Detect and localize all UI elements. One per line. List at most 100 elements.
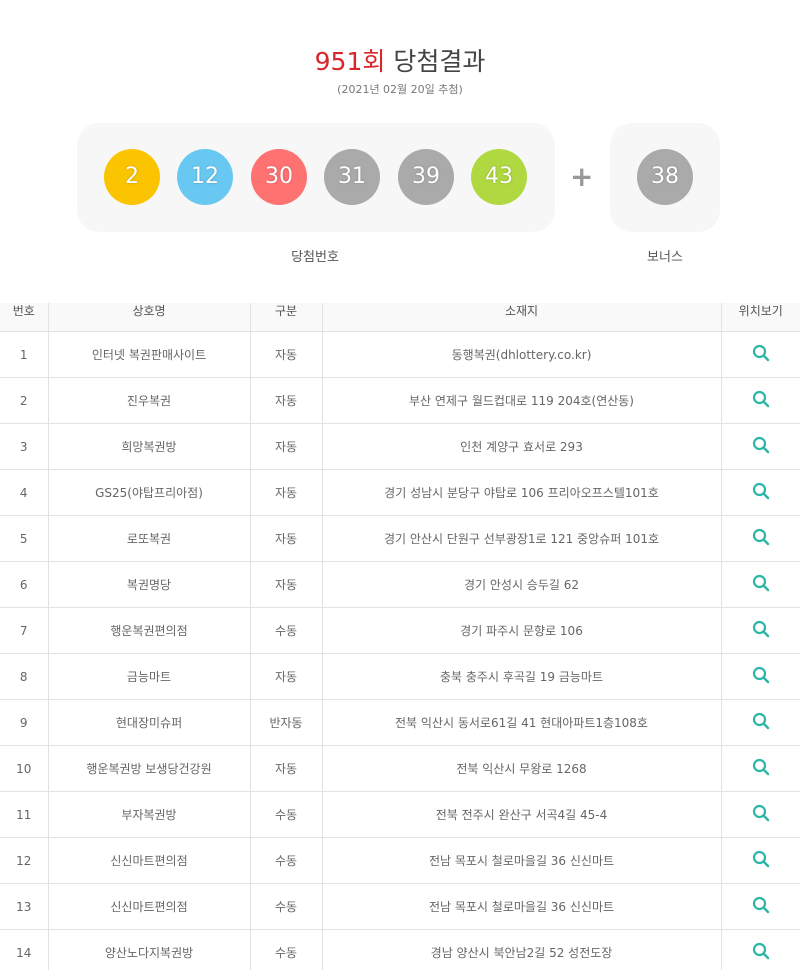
- row-number: 13: [0, 883, 49, 930]
- table-row: 5 로또복권 자동 경기 안산시 단원구 선부광장1로 121 중앙슈퍼 101호: [0, 515, 800, 562]
- view-location-button[interactable]: [720, 561, 800, 608]
- row-number: 10: [0, 745, 49, 792]
- number-ball: 43: [471, 149, 527, 205]
- store-name: 복권명당: [47, 561, 251, 608]
- selection-type: 수동: [249, 607, 323, 654]
- store-name: 희망복권방: [47, 423, 251, 470]
- search-icon: [752, 574, 770, 595]
- table-row: 2 진우복권 자동 부산 연제구 월드컵대로 119 204호(연산동): [0, 377, 800, 424]
- row-number: 11: [0, 791, 49, 838]
- store-name: 부자복권방: [47, 791, 251, 838]
- selection-type: 자동: [249, 561, 323, 608]
- table-row: 8 금능마트 자동 충북 충주시 후곡길 19 금능마트: [0, 653, 800, 700]
- view-location-button[interactable]: [720, 469, 800, 516]
- store-address: 전북 익산시 무왕로 1268: [321, 745, 722, 792]
- number-ball: 30: [251, 149, 307, 205]
- store-address: 전남 목포시 철로마을길 36 신신마트: [321, 837, 722, 884]
- store-name: 신신마트편의점: [47, 837, 251, 884]
- table-row: 14 양산노다지복권방 수동 경남 양산시 북안남2길 52 성전도장: [0, 929, 800, 970]
- row-number: 8: [0, 653, 49, 700]
- search-icon: [752, 666, 770, 687]
- number-ball: 2: [104, 149, 160, 205]
- view-location-button[interactable]: [720, 607, 800, 654]
- number-ball: 12: [177, 149, 233, 205]
- view-location-button[interactable]: [720, 745, 800, 792]
- view-location-button[interactable]: [720, 699, 800, 746]
- search-icon: [752, 804, 770, 825]
- table-row: 10 행운복권방 보생당건강원 자동 전북 익산시 무왕로 1268: [0, 745, 800, 792]
- store-name: 행운복권편의점: [47, 607, 251, 654]
- store-name: 양산노다지복권방: [47, 929, 251, 970]
- search-icon: [752, 758, 770, 779]
- store-name: 신신마트편의점: [47, 883, 251, 930]
- view-location-button[interactable]: [720, 515, 800, 562]
- store-name: 인터넷 복권판매사이트: [47, 331, 251, 378]
- selection-type: 자동: [249, 745, 323, 792]
- column-header: 번호: [0, 303, 49, 332]
- view-location-button[interactable]: [720, 883, 800, 930]
- round-number: 951회: [314, 47, 386, 76]
- store-address: 경기 성남시 분당구 야탑로 106 프리아오프스텔101호: [321, 469, 722, 516]
- row-number: 6: [0, 561, 49, 608]
- selection-type: 반자동: [249, 699, 323, 746]
- view-location-button[interactable]: [720, 423, 800, 470]
- search-icon: [752, 712, 770, 733]
- row-number: 1: [0, 331, 49, 378]
- column-header: 소재지: [321, 303, 722, 332]
- view-location-button[interactable]: [720, 929, 800, 970]
- row-number: 4: [0, 469, 49, 516]
- row-number: 5: [0, 515, 49, 562]
- bonus-ball: 38: [637, 149, 693, 205]
- search-icon: [752, 896, 770, 917]
- plus-sign: +: [570, 160, 594, 193]
- table-row: 4 GS25(야탑프리아점) 자동 경기 성남시 분당구 야탑로 106 프리아오프스…: [0, 469, 800, 516]
- store-address: 경기 안산시 단원구 선부광장1로 121 중앙슈퍼 101호: [321, 515, 722, 562]
- store-address: 동행복권(dhlottery.co.kr): [321, 331, 722, 378]
- row-number: 2: [0, 377, 49, 424]
- search-icon: [752, 528, 770, 549]
- store-name: 금능마트: [47, 653, 251, 700]
- row-number: 12: [0, 837, 49, 884]
- view-location-button[interactable]: [720, 653, 800, 700]
- column-header: 상호명: [47, 303, 251, 332]
- store-address: 전남 목포시 철로마을길 36 신신마트: [321, 883, 722, 930]
- store-address: 전북 전주시 완산구 서곡4길 45-4: [321, 791, 722, 838]
- selection-type: 자동: [249, 515, 323, 562]
- row-number: 14: [0, 929, 49, 970]
- selection-type: 수동: [249, 929, 323, 970]
- selection-type: 수동: [249, 883, 323, 930]
- table-row: 9 현대장미슈퍼 반자동 전북 익산시 동서로61길 41 현대아파트1층108호: [0, 699, 800, 746]
- store-address: 경기 안성시 승두길 62: [321, 561, 722, 608]
- view-location-button[interactable]: [720, 331, 800, 378]
- bonus-label: 보너스: [647, 250, 683, 265]
- store-name: 행운복권방 보생당건강원: [47, 745, 251, 792]
- search-icon: [752, 390, 770, 411]
- store-address: 경남 양산시 북안남2길 52 성전도장: [321, 929, 722, 970]
- number-ball: 39: [398, 149, 454, 205]
- table-row: 13 신신마트편의점 수동 전남 목포시 철로마을길 36 신신마트: [0, 883, 800, 930]
- view-location-button[interactable]: [720, 791, 800, 838]
- table-row: 11 부자복권방 수동 전북 전주시 완산구 서곡4길 45-4: [0, 791, 800, 838]
- table-row: 1 인터넷 복권판매사이트 자동 동행복권(dhlottery.co.kr): [0, 331, 800, 378]
- winning-numbers-label: 당첨번호: [291, 250, 339, 265]
- page-title: 951회 당첨결과: [0, 42, 800, 78]
- selection-type: 자동: [249, 423, 323, 470]
- store-address: 부산 연제구 월드컵대로 119 204호(연산동): [321, 377, 722, 424]
- table-row: 6 복권명당 자동 경기 안성시 승두길 62: [0, 561, 800, 608]
- store-name: 현대장미슈퍼: [47, 699, 251, 746]
- column-header: 위치보기: [720, 303, 800, 332]
- store-name: 진우복권: [47, 377, 251, 424]
- store-address: 경기 파주시 문향로 106: [321, 607, 722, 654]
- table-row: 12 신신마트편의점 수동 전남 목포시 철로마을길 36 신신마트: [0, 837, 800, 884]
- store-address: 전북 익산시 동서로61길 41 현대아파트1층108호: [321, 699, 722, 746]
- row-number: 9: [0, 699, 49, 746]
- selection-type: 자동: [249, 331, 323, 378]
- row-number: 7: [0, 607, 49, 654]
- view-location-button[interactable]: [720, 377, 800, 424]
- table-row: 7 행운복권편의점 수동 경기 파주시 문향로 106: [0, 607, 800, 654]
- search-icon: [752, 850, 770, 871]
- view-location-button[interactable]: [720, 837, 800, 884]
- table-row: 3 희망복권방 자동 인천 계양구 효서로 293: [0, 423, 800, 470]
- selection-type: 수동: [249, 791, 323, 838]
- search-icon: [752, 942, 770, 963]
